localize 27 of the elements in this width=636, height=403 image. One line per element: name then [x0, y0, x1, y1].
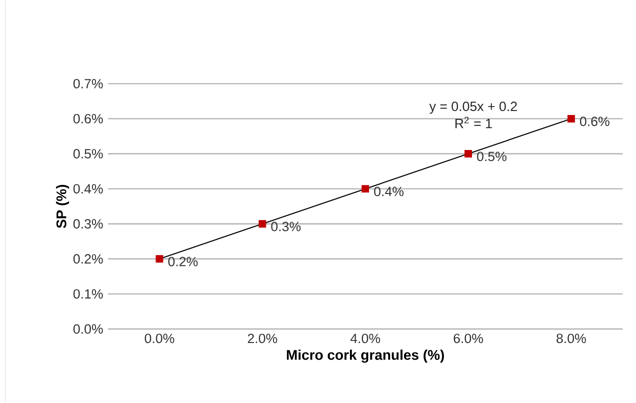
point [362, 185, 370, 193]
point [156, 255, 164, 263]
y-axis-title: SP (%) [56, 184, 70, 228]
x-tick-label: 0.0% [144, 334, 174, 344]
annotation: y = 0.05x + 0.2 [429, 102, 517, 114]
point [464, 150, 472, 158]
y-tick-label: 0.5% [73, 149, 103, 158]
y-tick-label: 0.3% [73, 219, 103, 229]
point [567, 114, 575, 122]
x-tick-label: 8.0% [556, 334, 586, 344]
x-axis-title: Micro cork granules (%) [286, 350, 444, 363]
y-tick-label: 0.7% [73, 78, 103, 88]
x-tick-label: 4.0% [350, 334, 380, 344]
x-tick-label: 6.0% [454, 334, 483, 344]
y-tick-label: 0.4% [73, 184, 103, 194]
x-tick-label: 2.0% [248, 334, 278, 344]
data-label: 0.4% [374, 186, 404, 196]
data-label: 0.2% [168, 256, 198, 266]
y-tick-label: 0.1% [73, 289, 103, 299]
point [258, 220, 266, 228]
data-label: 0.5% [477, 152, 506, 162]
annotation: R$^{2}$ = 1 [455, 116, 492, 128]
y-tick-label: 0.6% [73, 114, 103, 124]
y-tick-label: 0.2% [73, 254, 103, 264]
data-label: 0.3% [271, 222, 301, 232]
y-tick-label: 0.0% [73, 324, 103, 334]
data-label: 0.6% [580, 116, 610, 126]
